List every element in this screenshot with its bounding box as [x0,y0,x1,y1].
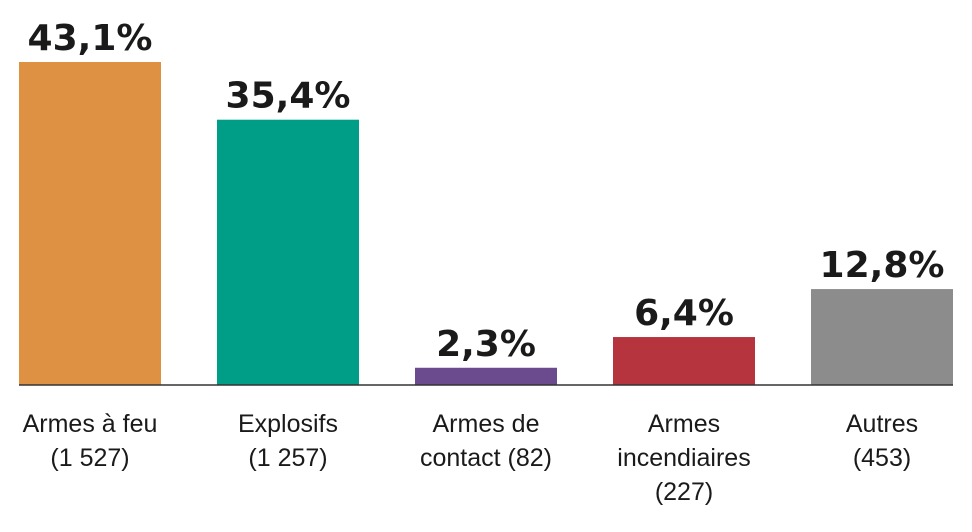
category-label-2-line-0: Armes de [433,410,540,438]
bar-4 [811,289,953,385]
category-label-2-line-1: contact (82) [420,444,552,472]
category-label-1-line-1: (1 257) [248,444,327,472]
value-labels-group: 43,1% 35,4% 2,3% 6,4% 12,8% [28,18,945,365]
value-label-1: 35,4% [226,76,351,117]
category-label-1-line-0: Explosifs [238,410,338,438]
category-label-0-line-0: Armes à feu [23,410,158,438]
category-label-0-line-1: (1 527) [50,444,129,472]
category-label-3-line-1: incendiaires [617,444,750,472]
bars-group [19,62,953,386]
value-label-3: 6,4% [634,293,734,334]
value-label-0: 43,1% [28,18,153,59]
category-labels-group: Armes à feu (1 527) Explosifs (1 257) Armes … [23,410,919,506]
value-label-2: 2,3% [436,324,536,365]
value-label-4: 12,8% [820,245,945,286]
category-label-3-line-0: Armes [648,410,720,438]
bar-0 [19,62,161,385]
category-label-3-line-2: (227) [655,478,713,506]
bar-3 [613,337,755,385]
category-label-4-line-0: Autres [846,410,918,438]
category-label-4-line-1: (453) [853,444,911,472]
bar-1 [217,119,359,386]
bar-2 [415,367,557,385]
